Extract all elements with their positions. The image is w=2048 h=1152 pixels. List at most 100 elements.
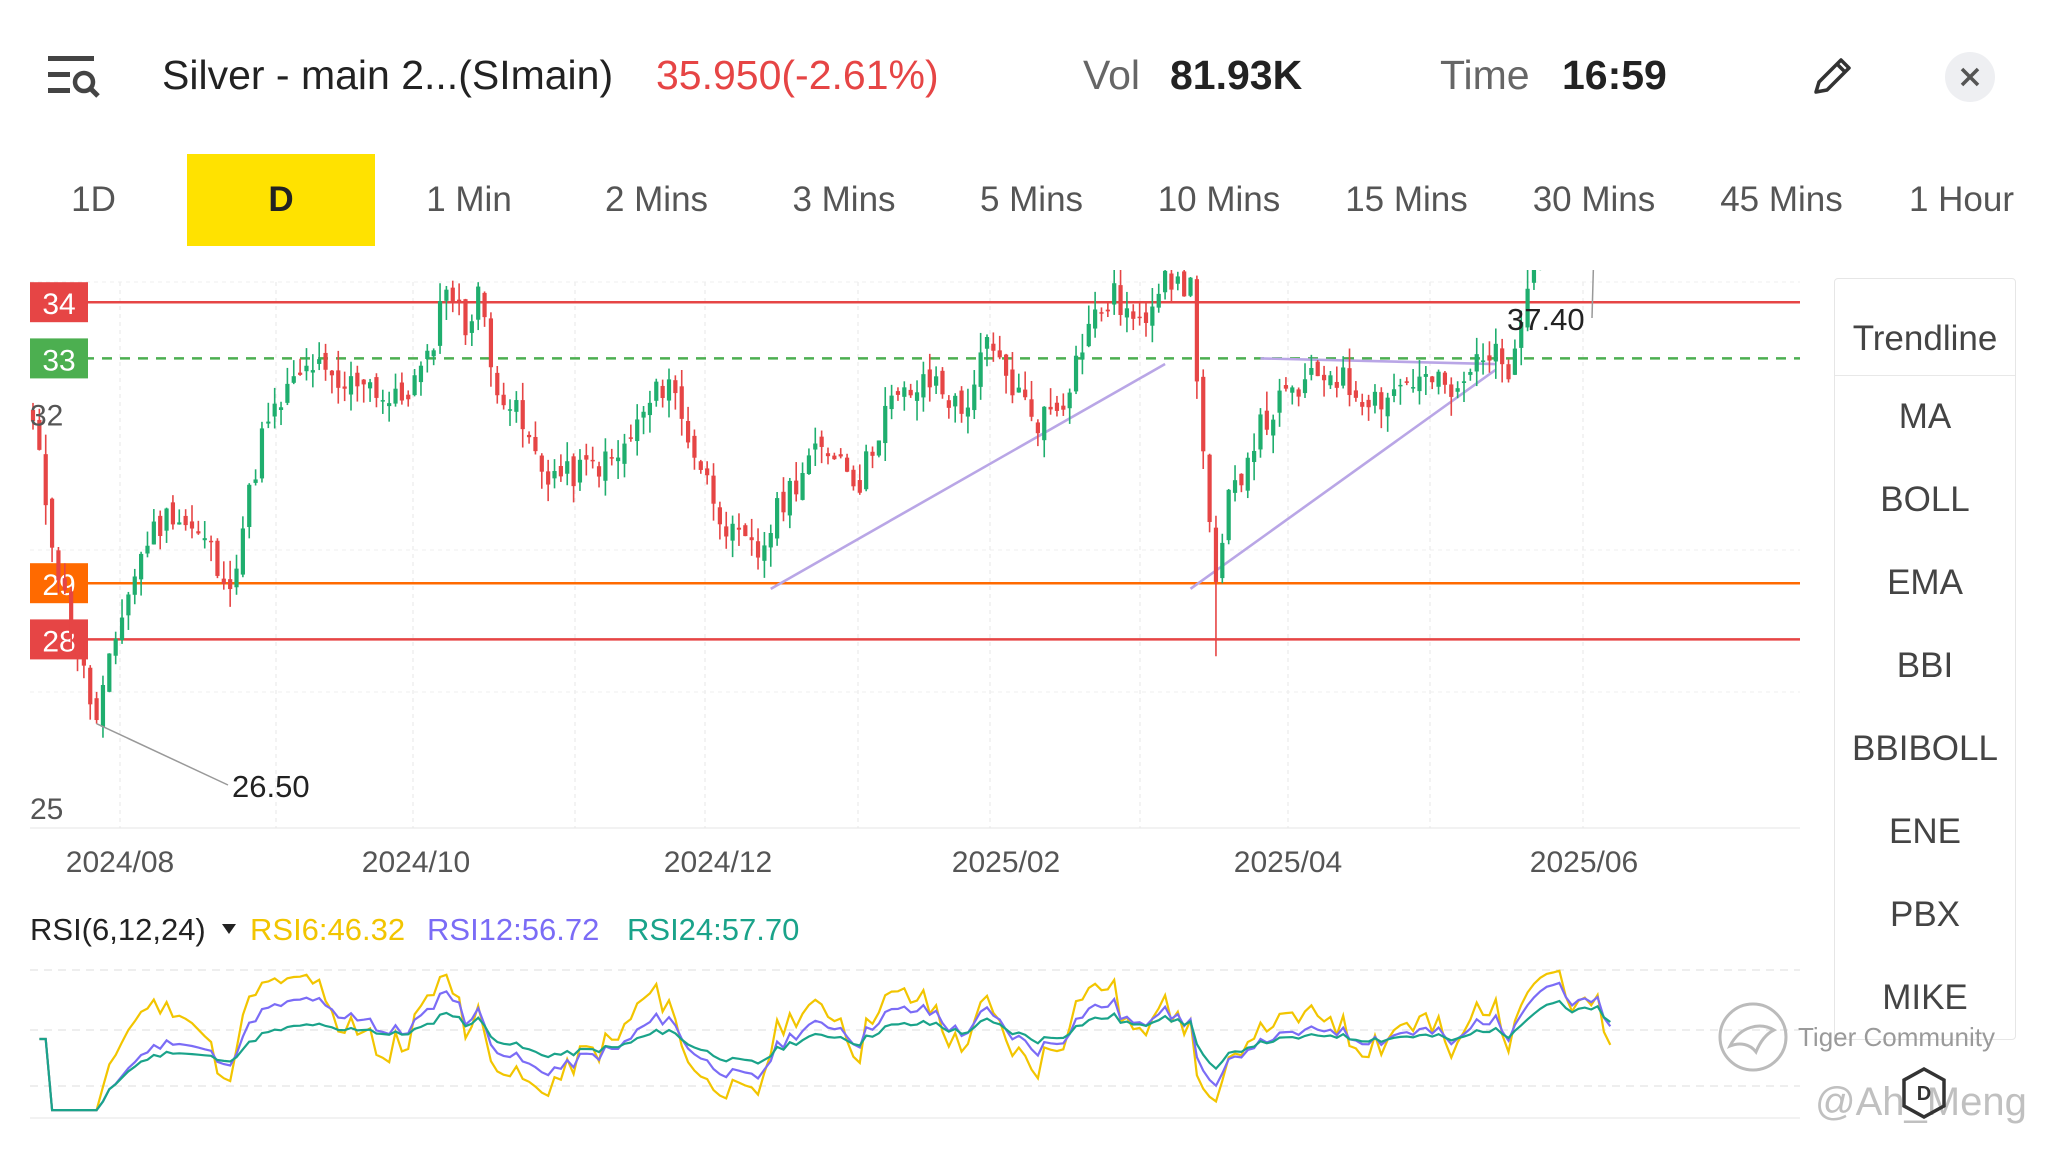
tab-10-mins[interactable]: 10 Mins	[1157, 180, 1281, 219]
indicator-mike[interactable]: MIKE	[1882, 978, 1968, 1017]
candle-body	[69, 591, 74, 634]
candle-body	[1277, 390, 1282, 413]
candle-body	[444, 289, 449, 301]
candle-body	[450, 287, 455, 301]
candle-body	[228, 579, 233, 590]
candle-body	[1182, 271, 1187, 297]
rsi-dropdown-icon[interactable]	[222, 924, 236, 934]
volume-label: Vol	[1083, 52, 1140, 98]
candle-body	[1531, 270, 1537, 283]
indicator-panel: Trendline MA BOLL EMA BBI BBIBOLL ENE PB…	[1834, 278, 2016, 1040]
candle-body	[412, 375, 417, 396]
indicator-bbiboll[interactable]: BBIBOLL	[1852, 729, 1998, 768]
candle-body	[482, 292, 487, 318]
candle-body	[660, 385, 665, 399]
candle-body	[1169, 273, 1174, 290]
candle-body	[1093, 309, 1098, 329]
trendlines[interactable]	[770, 357, 1497, 590]
candle-body	[1417, 376, 1422, 392]
candle-body	[361, 379, 366, 385]
candle-body	[1150, 306, 1155, 326]
candle-body	[247, 484, 252, 527]
candle-body	[1366, 399, 1371, 408]
tab-1-hour[interactable]: 1 Hour	[1908, 180, 2015, 219]
symbol-title[interactable]: Silver - main 2...(SImain)	[162, 52, 614, 98]
tab-daily[interactable]: D	[187, 154, 375, 246]
candle-body	[139, 553, 144, 580]
high-price-label: 37.40	[1507, 302, 1585, 337]
candle-body	[1003, 354, 1009, 376]
candle-body	[743, 525, 748, 537]
tab-5-mins[interactable]: 5 Mins	[979, 180, 1084, 219]
indicator-ma[interactable]: MA	[1898, 397, 1952, 436]
candle-body	[507, 409, 513, 411]
candle-body	[1423, 374, 1428, 377]
candle-body	[1290, 387, 1295, 393]
tab-30-mins[interactable]: 30 Mins	[1532, 180, 1656, 219]
candle-body	[609, 457, 614, 459]
candle-body	[1232, 480, 1238, 493]
candle-body	[1207, 454, 1212, 523]
tiger-logo-icon	[1716, 1000, 1790, 1074]
candle-body	[94, 698, 99, 721]
candle-body	[342, 386, 347, 389]
candle-body	[259, 428, 265, 479]
candle-body	[221, 578, 226, 585]
indicator-boll[interactable]: BOLL	[1880, 480, 1970, 519]
indicator-pbx[interactable]: PBX	[1889, 895, 1961, 934]
candle-body	[1143, 312, 1149, 324]
indicator-ene[interactable]: ENE	[1889, 812, 1961, 851]
candle-body	[768, 533, 773, 548]
candle-body	[1468, 372, 1473, 375]
candle-body	[1156, 293, 1161, 308]
candle-body	[1328, 375, 1333, 386]
indicator-bbi[interactable]: BBI	[1896, 646, 1954, 685]
candle-body	[870, 451, 875, 456]
candle-body	[1347, 368, 1352, 396]
candle-body	[107, 653, 112, 692]
tab-2-mins[interactable]: 2 Mins	[604, 180, 709, 219]
candle-body	[1461, 381, 1467, 383]
rsi-line-RSI24	[39, 999, 1611, 1112]
candle-body	[628, 437, 633, 439]
trendline	[770, 362, 1166, 590]
candle-body	[520, 400, 525, 430]
indicator-trendline[interactable]: Trendline	[1835, 303, 2015, 376]
candle-body	[1194, 279, 1199, 382]
candle-body	[1404, 381, 1409, 383]
candle-body	[552, 471, 557, 479]
rsi-label[interactable]: RSI(6,12,24)	[30, 912, 206, 947]
indicator-ema[interactable]: EMA	[1887, 563, 1963, 602]
tab-1-min[interactable]: 1 Min	[426, 180, 512, 219]
candle-body	[1493, 343, 1498, 362]
high-pointer	[1591, 270, 1595, 319]
tab-15-mins[interactable]: 15 Mins	[1345, 180, 1468, 219]
watermark-brand: Tiger Community	[1798, 1022, 1995, 1052]
candle-body	[1398, 384, 1403, 387]
pencil-icon[interactable]	[1808, 52, 1856, 100]
candle-body	[819, 436, 824, 447]
candle-body	[81, 651, 86, 666]
tab-45-mins[interactable]: 45 Mins	[1720, 180, 1843, 219]
candle-body	[437, 301, 443, 346]
candle-body	[1131, 311, 1136, 319]
candle-body	[997, 350, 1002, 358]
candle-body	[1411, 387, 1416, 389]
menu-search-icon[interactable]	[46, 52, 102, 104]
candle-body	[1252, 450, 1257, 463]
candle-body	[49, 498, 55, 548]
close-icon[interactable]	[1945, 52, 1995, 102]
candlesticks	[30, 270, 1542, 738]
candle-body	[514, 400, 519, 412]
candle-body	[1048, 406, 1053, 410]
rsi-line-RSI6	[39, 969, 1612, 1112]
candle-body	[1118, 285, 1123, 315]
candle-body	[336, 370, 341, 388]
tab-1d[interactable]: 1D	[71, 180, 116, 219]
price-level-lines[interactable]: 373534332928	[30, 270, 1800, 660]
candle-body	[978, 352, 983, 387]
candle-body	[1436, 371, 1441, 387]
hexagon-badge-icon: D	[1900, 1066, 1948, 1120]
tab-3-mins[interactable]: 3 Mins	[792, 180, 896, 219]
